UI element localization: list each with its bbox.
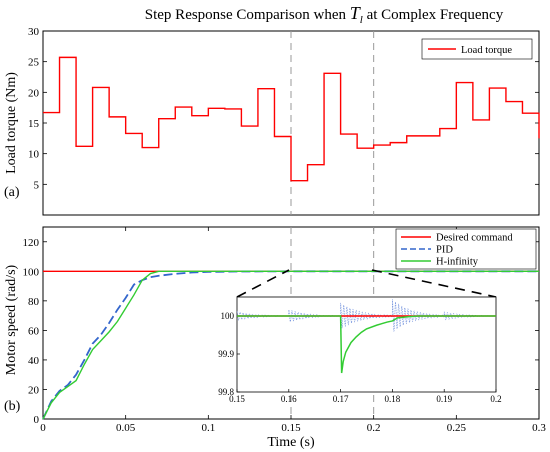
a-ytick-label: 20 — [28, 87, 40, 99]
panel-a: 5 10 15 20 25 30 Load torque Load torque (Nm)… — [4, 26, 540, 216]
zoom-connector-left — [236, 269, 290, 298]
inset-zoom: 0.15 0.16 0.17 0.18 0.19 0.2 99.8 99.9 100 — [218, 296, 502, 404]
inset-xtick-label: 0.17 — [333, 394, 349, 404]
inset-ytick-label: 99.9 — [218, 349, 234, 359]
panel-a-lines — [43, 56, 540, 182]
b-ytick-label: 60 — [28, 325, 40, 337]
panel-b-legend: Desired command PID H-infinity — [395, 228, 537, 270]
b-xtick-label: 0.15 — [281, 422, 301, 434]
inset-xtick-label: 0.15 — [229, 394, 245, 404]
b-ytick-label: 20 — [28, 384, 40, 396]
inset-ytick-label: 100 — [221, 311, 235, 321]
panel-a-legend-box — [421, 38, 533, 60]
panel-a-y-ticks: 5 10 15 20 25 30 — [28, 26, 539, 191]
a-ytick-label: 10 — [28, 149, 40, 161]
a-ytick-label: 25 — [28, 57, 40, 69]
b-ytick-label: 100 — [23, 266, 40, 278]
legend-label-load-torque: Load torque — [461, 45, 512, 56]
b-xtick-label: 0.25 — [447, 422, 467, 434]
legend-label-pid: PID — [436, 245, 453, 256]
inset-series-h-infinity — [237, 315, 496, 374]
panel-a-label: (a) — [4, 185, 20, 200]
legend-label-hinf: H-infinity — [436, 257, 479, 268]
series-line-load-torque — [43, 56, 540, 182]
b-xtick-label: 0.2 — [367, 422, 381, 434]
b-ytick-label: 40 — [28, 355, 40, 367]
a-ytick-label: 30 — [28, 26, 40, 38]
panel-b-lines — [42, 270, 539, 420]
panel-b-xlabel: Time (s) — [267, 435, 315, 450]
b-xtick-label: 0 — [40, 422, 46, 434]
panel-b-label: (b) — [4, 399, 21, 414]
series-line-h-infinity — [42, 270, 539, 420]
inset-frame — [236, 296, 497, 393]
inset-xtick-label: 0.2 — [490, 394, 501, 404]
panel-b: 0 20 40 60 80 100 120 0 0.05 0.1 0.15 0.2 0.25 0.3 D… — [4, 226, 546, 450]
a-ytick-label: 5 — [34, 179, 40, 191]
b-ytick-label: 120 — [23, 237, 40, 249]
panel-b-y-ticks: 0 20 40 60 80 100 120 — [23, 237, 539, 426]
inset-xtick-label: 0.19 — [436, 394, 452, 404]
b-ytick-label: 80 — [28, 296, 40, 308]
inset-lines — [236, 299, 497, 374]
chart-title: Step Response Comparison when Tl at Comp… — [145, 3, 504, 26]
a-ytick-label: 15 — [28, 118, 40, 130]
panel-b-ylabel: Motor speed (rad/s) — [4, 264, 19, 375]
zoom-connector-right — [371, 269, 497, 298]
legend-label-desired: Desired command — [436, 233, 513, 244]
panel-a-ylabel: Load torque (Nm) — [4, 72, 19, 174]
b-ytick-label: 0 — [34, 414, 40, 426]
inset-xtick-label: 0.16 — [281, 394, 297, 404]
b-xtick-label: 0.1 — [201, 422, 215, 434]
panel-a-vlines — [290, 31, 375, 215]
inset-xtick-label: 0.18 — [385, 394, 401, 404]
b-xtick-label: 0.3 — [532, 422, 546, 434]
inset-ticks: 0.15 0.16 0.17 0.18 0.19 0.2 99.8 99.9 100 — [218, 311, 501, 404]
panel-a-legend: Load torque — [421, 38, 533, 60]
inset-ytick-label: 99.8 — [218, 387, 234, 397]
panel-b-x-ticks: 0 0.05 0.1 0.15 0.2 0.25 0.3 — [40, 227, 546, 434]
b-xtick-label: 0.05 — [116, 422, 136, 434]
